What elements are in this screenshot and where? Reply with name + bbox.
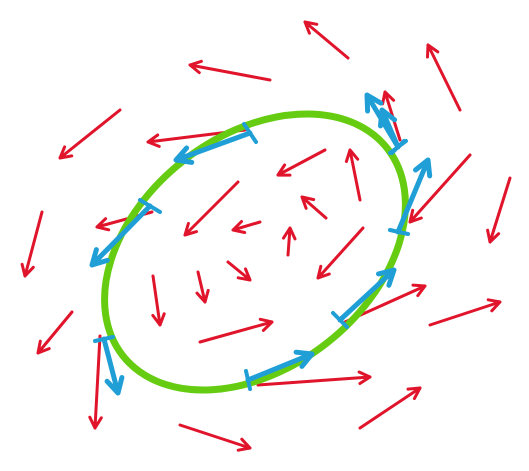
field-arrow <box>178 423 252 452</box>
tangent-arrow <box>173 130 253 165</box>
field-arrow <box>344 148 362 202</box>
field-arrow <box>198 317 274 344</box>
field-arrow <box>316 226 365 280</box>
tangent-tick <box>242 122 258 144</box>
field-arrow <box>36 310 74 355</box>
field-arrow <box>300 195 328 220</box>
field-arrow <box>358 386 422 430</box>
tangent-arrow <box>89 203 153 268</box>
tangent-arrow <box>337 267 397 323</box>
tangent-tick <box>138 198 162 214</box>
field-arrow <box>151 274 166 327</box>
field-arrow <box>226 260 252 282</box>
field-arrow <box>276 148 327 177</box>
field-arrow <box>426 43 462 112</box>
tangent-tick <box>388 228 410 236</box>
field-arrow <box>428 298 502 327</box>
field-arrow <box>58 108 122 160</box>
field-arrow <box>195 270 210 304</box>
field-arrow <box>282 226 297 257</box>
tangent-tick <box>244 369 252 391</box>
tangent-tick <box>331 311 349 329</box>
tangent-tick <box>390 139 406 155</box>
field-arrow <box>303 20 350 60</box>
field-arrow <box>188 59 272 82</box>
field-arrow <box>256 370 372 387</box>
field-arrow <box>88 334 103 430</box>
tangent-arrow <box>395 157 433 235</box>
tangent-arrow <box>101 336 125 396</box>
field-arrow <box>486 176 512 244</box>
tangent-arrow <box>378 107 401 150</box>
field-arrow <box>20 210 44 278</box>
tangent-arrow <box>245 349 315 383</box>
field-arrow <box>231 220 262 234</box>
field-arrow <box>408 153 472 224</box>
tangent-tick <box>93 335 115 343</box>
tangent-vectors <box>89 92 433 396</box>
vector-field <box>20 20 512 452</box>
field-arrow <box>183 180 240 237</box>
